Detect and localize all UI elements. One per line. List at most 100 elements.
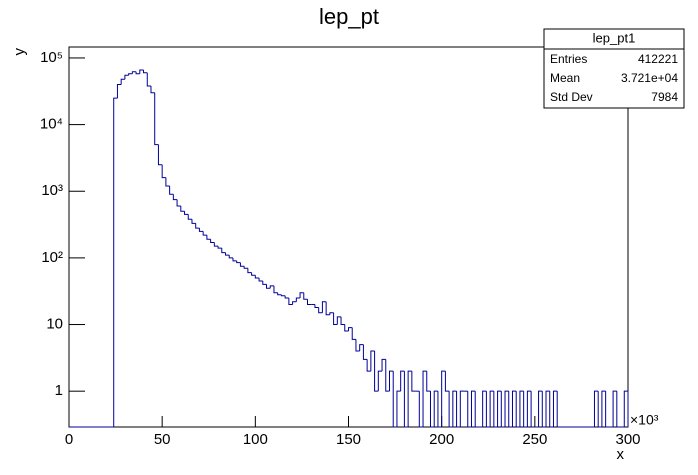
hist-bin [456,391,461,428]
x-multiplier: ×10³ [630,412,659,428]
hist-bin [452,390,457,427]
stats-value: 412221 [638,52,678,66]
hist-bin [418,391,424,428]
hist-bin [500,391,506,428]
y-tick-label: 1 [55,382,63,399]
hist-bin [161,164,166,179]
hist-bin [340,316,345,326]
hist-bin [392,371,397,428]
x-tick-label: 50 [154,431,171,448]
hist-bin [217,246,222,249]
hist-bin [336,316,342,325]
hist-bin [318,307,323,314]
hist-bin [251,272,256,276]
stats-label: Std Dev [550,90,593,104]
hist-bin [612,390,617,427]
hist-bin [113,97,118,427]
hist-bin [519,390,524,427]
hist-bin [381,358,386,372]
hist-bin [176,199,181,207]
hist-bin [195,223,200,229]
hist-bin [433,390,438,427]
x-tick-label: 200 [429,431,454,448]
hist-bin [374,351,379,392]
hist-bin [169,185,174,195]
hist-bin [273,285,278,294]
hist-bin [236,260,241,264]
hist-bin [191,219,196,224]
hist-bin [605,391,610,428]
hist-bin [284,295,289,299]
hist-bin [135,71,140,75]
x-tick-label: 150 [336,431,361,448]
hist-bin [116,83,122,99]
hist-bin [344,324,349,332]
hist-bin [333,312,338,326]
hist-bin [143,69,148,74]
hist-bin [243,266,248,269]
hist-bin [437,391,442,428]
hist-bin [549,391,554,428]
hist-bin [511,390,517,427]
hist-bin [303,292,308,300]
hist-bin [385,359,390,392]
hist-bin [444,371,450,392]
hist-bin [288,298,293,305]
stats-box [543,28,685,109]
hist-bin [538,390,543,427]
hist-bin [206,235,211,240]
hist-bin [396,390,401,427]
hist-bin [545,390,550,427]
hist-bin [321,301,327,313]
hist-bin [459,390,465,427]
hist-bin [210,239,215,244]
hist-bin [221,248,226,254]
hist-bin [482,390,487,427]
hist-bin [139,69,144,74]
hist-bin [351,327,356,340]
hist-bin [131,71,137,74]
hist-bin [329,312,334,315]
hist-bin [280,294,286,297]
y-tick-label: 10⁴ [40,116,63,133]
hist-bin [258,277,263,282]
hist-bin [597,391,602,428]
hist-bin [470,390,476,427]
hist-bin [441,370,446,427]
hist-bin [165,177,170,187]
hist-bin [359,344,364,352]
hist-bin [400,370,405,392]
stats-label: Entries [550,52,587,66]
hist-bin [497,390,502,427]
stats-label: Mean [550,71,580,85]
hist-bin [526,390,532,427]
hist-bin [314,304,319,309]
hist-bin [377,370,383,392]
hist-bin [493,391,498,428]
hist-bin [388,370,394,392]
hist-bin [172,194,178,201]
hist-bin [154,92,159,146]
y-tick-label: 10 [46,315,63,332]
hist-bin [485,391,491,428]
hist-bin [232,257,237,262]
hist-bin [411,371,416,392]
hist-bin [515,391,520,428]
hist-bin [325,301,330,316]
hist-bin [355,339,360,352]
hist-bin [124,74,129,80]
hist-bin [157,144,163,166]
hist-bin [541,391,547,428]
hist-bin [184,211,189,215]
hist-bin [307,299,312,305]
hist-bin [128,73,133,76]
chart-title: lep_pt [319,4,379,29]
hist-bin [266,284,271,289]
hist-bin [213,242,219,247]
hist-bin [348,327,353,331]
hist-bin [407,370,412,427]
hist-bin [593,390,599,427]
hist-bin [508,391,513,428]
hist-bin [254,275,260,279]
stats-title: lep_pt1 [593,30,636,45]
